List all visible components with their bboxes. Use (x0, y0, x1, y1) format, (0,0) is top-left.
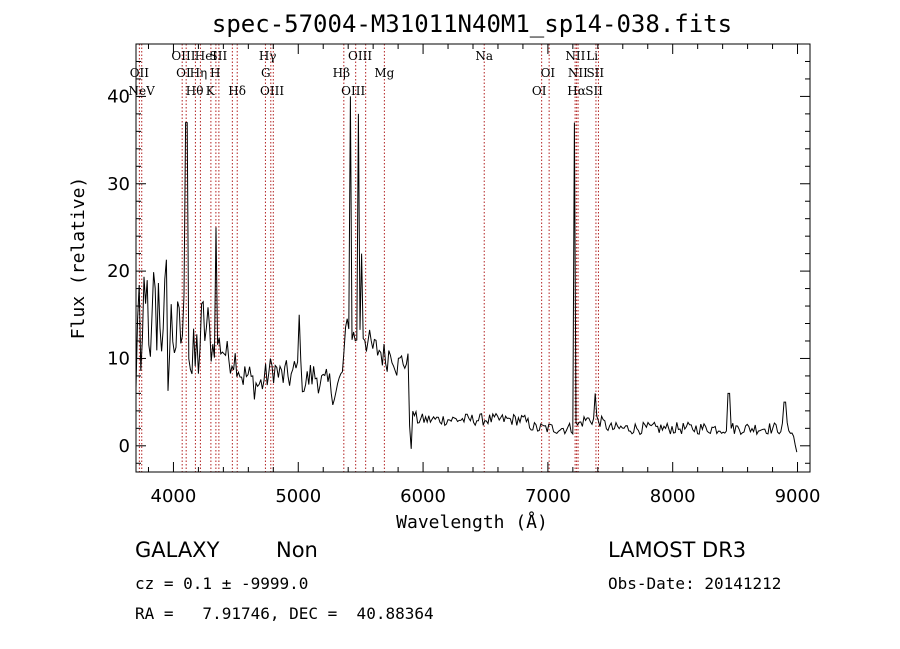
line-label-5: Hγ (259, 49, 277, 63)
object-subclass: Non (276, 538, 318, 562)
line-label-17: NII (568, 66, 588, 80)
line-label-26: SII (585, 84, 603, 98)
y-tick-label-3: 30 (107, 174, 130, 195)
line-label-19: Hθ (186, 84, 204, 98)
line-label-15: Mg (374, 66, 394, 80)
survey-name: LAMOST DR3 (608, 538, 747, 562)
line-label-23: OIII (341, 84, 365, 98)
line-label-20: K (206, 84, 216, 98)
line-label-21: Hδ (228, 84, 246, 98)
line-label-25: Hα (567, 84, 586, 98)
line-label-18: SII (586, 66, 604, 80)
y-axis-label: Flux (relative) (68, 177, 89, 340)
y-tick-label-2: 20 (107, 261, 130, 282)
spectrum-chart: spec-57004-M31011N40M1_sp14-038.fits NeV… (68, 10, 820, 533)
chart-title: spec-57004-M31011N40M1_sp14-038.fits (212, 10, 732, 38)
observation-date: Obs-Date: 20141212 (608, 574, 782, 593)
axis-ticks (136, 44, 810, 472)
line-label-24: OI (532, 84, 547, 98)
line-label-3: HeI (195, 49, 218, 63)
x-axis-label: Wavelength (Å) (396, 511, 548, 533)
line-label-10: OI (176, 66, 191, 80)
spectrum-series (135, 96, 798, 453)
line-label-8: NII (565, 49, 585, 63)
x-tick-label-3: 7000 (525, 486, 571, 507)
emission-line-markers (138, 44, 599, 472)
x-tick-label-1: 5000 (275, 486, 321, 507)
line-label-13: G (261, 66, 271, 80)
axis-tick-labels: 4000 5000 6000 7000 8000 9000 0 10 20 30 40 (107, 86, 820, 507)
line-label-16: OI (541, 66, 556, 80)
line-label-1: OII (130, 66, 150, 80)
y-tick-label-0: 0 (119, 436, 130, 457)
y-tick-label-1: 10 (107, 348, 130, 369)
line-label-14: Hβ (333, 66, 350, 80)
coordinates: RA = 7.91746, DEC = 40.88364 (135, 604, 434, 623)
line-label-6: OIII (348, 49, 372, 63)
line-label-4: SII (210, 49, 228, 63)
y-tick-label-4: 40 (107, 86, 130, 107)
object-class: GALAXY (135, 538, 220, 562)
x-tick-label-4: 8000 (650, 486, 696, 507)
line-label-22: OIII (260, 84, 284, 98)
x-tick-label-0: 4000 (151, 486, 197, 507)
x-tick-label-5: 9000 (775, 486, 821, 507)
line-label-9: Li (586, 49, 598, 63)
spectrum-line (135, 96, 798, 453)
line-label-2: OIII (171, 49, 195, 63)
line-label-11: Hη (190, 66, 208, 80)
x-tick-label-2: 6000 (400, 486, 446, 507)
line-label-12: H (210, 66, 220, 80)
line-label-0: NeV (128, 84, 155, 98)
redshift-cz: cz = 0.1 ± -9999.0 (135, 574, 309, 593)
line-label-7: Na (475, 49, 493, 63)
